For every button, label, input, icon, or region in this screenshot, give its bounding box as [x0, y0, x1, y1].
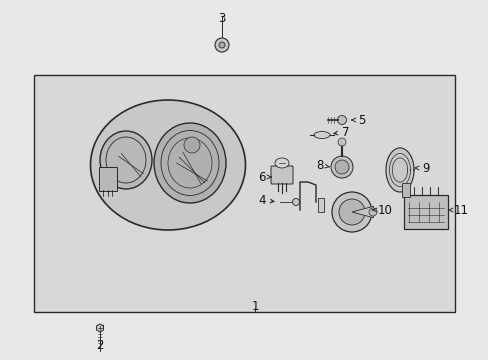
- Circle shape: [334, 160, 348, 174]
- Circle shape: [219, 42, 224, 48]
- Ellipse shape: [100, 131, 152, 189]
- Circle shape: [331, 192, 371, 232]
- Text: 10: 10: [372, 203, 392, 216]
- Text: 1: 1: [251, 300, 258, 313]
- Text: 11: 11: [447, 203, 468, 216]
- FancyBboxPatch shape: [99, 167, 117, 191]
- Circle shape: [215, 38, 228, 52]
- Text: 2: 2: [96, 339, 103, 352]
- Wedge shape: [351, 206, 373, 218]
- Text: 3: 3: [218, 12, 225, 25]
- Text: 8: 8: [315, 158, 328, 171]
- Bar: [401, 183, 409, 197]
- Polygon shape: [96, 324, 103, 332]
- Circle shape: [338, 199, 364, 225]
- Ellipse shape: [90, 100, 245, 230]
- Bar: [317, 198, 324, 212]
- Circle shape: [292, 198, 299, 206]
- Ellipse shape: [313, 131, 329, 139]
- Circle shape: [183, 137, 200, 153]
- Text: 7: 7: [333, 126, 349, 139]
- Bar: [403, 195, 447, 229]
- FancyBboxPatch shape: [270, 166, 292, 184]
- Text: 4: 4: [258, 194, 274, 207]
- Bar: [34, 75, 454, 312]
- Circle shape: [337, 116, 346, 125]
- Polygon shape: [385, 148, 413, 192]
- Circle shape: [337, 138, 346, 146]
- Circle shape: [368, 208, 376, 216]
- Ellipse shape: [154, 123, 225, 203]
- Text: 9: 9: [414, 162, 428, 175]
- Circle shape: [330, 156, 352, 178]
- Text: 6: 6: [258, 171, 271, 184]
- Text: 5: 5: [351, 113, 365, 126]
- Ellipse shape: [274, 158, 288, 168]
